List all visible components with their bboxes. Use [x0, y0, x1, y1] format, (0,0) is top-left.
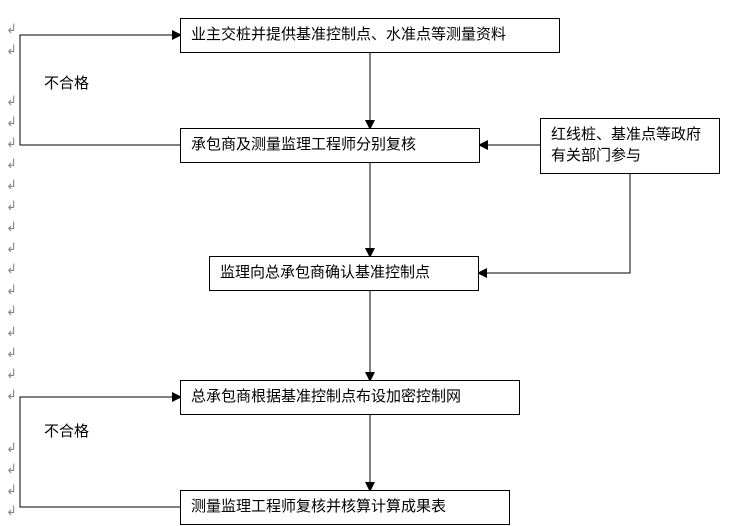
paragraph-marker: ↲	[6, 440, 17, 456]
paragraph-marker: ↲	[6, 345, 17, 361]
paragraph-marker: ↲	[6, 93, 17, 109]
paragraph-marker: ↲	[6, 21, 17, 37]
flow-node-n1: 业主交桩并提供基准控制点、水准点等测量资料	[180, 18, 560, 53]
paragraph-marker: ↲	[6, 156, 17, 172]
edge-label-fail1: 不合格	[44, 72, 89, 93]
flow-node-n6: 测量监理工程师复核并核算计算成果表	[180, 490, 510, 525]
edge-label-fail2: 不合格	[44, 420, 89, 441]
paragraph-marker: ↲	[6, 324, 17, 340]
paragraph-marker: ↲	[6, 198, 17, 214]
paragraph-marker: ↲	[6, 219, 17, 235]
flow-node-n5: 总承包商根据基准控制点布设加密控制网	[180, 380, 520, 415]
flow-node-n3: 红线桩、基准点等政府有关部门参与	[540, 118, 720, 174]
paragraph-marker: ↲	[6, 282, 17, 298]
paragraph-marker: ↲	[6, 303, 17, 319]
flow-node-n2: 承包商及测量监理工程师分别复核	[180, 128, 480, 163]
paragraph-marker: ↲	[6, 261, 17, 277]
paragraph-marker: ↲	[6, 503, 17, 519]
paragraph-marker: ↲	[6, 114, 17, 130]
paragraph-marker: ↲	[6, 240, 17, 256]
paragraph-marker: ↲	[6, 366, 17, 382]
paragraph-marker: ↲	[6, 42, 17, 58]
paragraph-marker: ↲	[6, 177, 17, 193]
paragraph-marker: ↲	[6, 482, 17, 498]
paragraph-marker: ↲	[6, 135, 17, 151]
paragraph-marker: ↲	[6, 387, 17, 403]
paragraph-marker: ↲	[6, 461, 17, 477]
flow-node-n4: 监理向总承包商确认基准控制点	[209, 256, 479, 291]
